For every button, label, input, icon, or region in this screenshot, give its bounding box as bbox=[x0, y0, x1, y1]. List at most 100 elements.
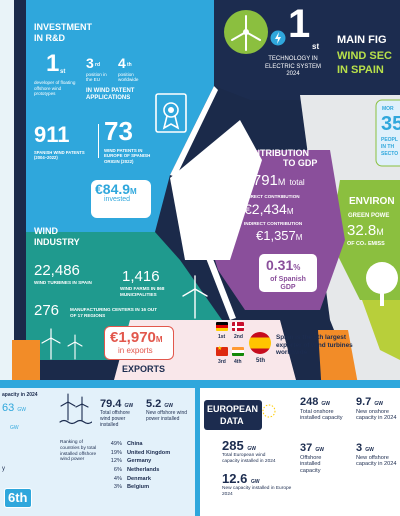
people-caption-l3: SECTO bbox=[381, 151, 399, 157]
contribution-indirect-value: €1,357 bbox=[256, 228, 296, 243]
invested-gdp: 3.49% of GDP bbox=[95, 208, 135, 214]
offshore-left-unit2: GW bbox=[10, 425, 19, 431]
offshore-left-caption: apacity in 2024 bbox=[2, 392, 38, 398]
gdp-share-label: of Spanish GDP bbox=[270, 276, 306, 291]
export-rank-3: 3rd bbox=[218, 359, 226, 365]
exports-value: €1,970M bbox=[110, 330, 163, 345]
investment-first-caption: developer of floating offshore wind prot… bbox=[34, 80, 76, 96]
exports-label: EXPORTS bbox=[122, 364, 166, 374]
environment-green-label: GREEN POWE bbox=[348, 213, 390, 219]
investment-patents-caption: SPANISH WIND PATENTS (2004–2022) bbox=[34, 150, 85, 161]
country-pct: 12% bbox=[110, 458, 122, 465]
turbine-icon bbox=[180, 275, 210, 319]
industry-title-line1: WIND bbox=[34, 226, 58, 236]
industry-centers-num: 276 bbox=[34, 302, 60, 319]
country-row: 12% Germany bbox=[100, 457, 190, 466]
offshore-left-val1-unit: GW bbox=[17, 407, 26, 413]
environment-co2-value: 32.8 bbox=[347, 222, 377, 239]
exports-amount: €1,970 bbox=[110, 329, 156, 346]
rank-badge bbox=[4, 488, 32, 508]
invested-badge bbox=[91, 180, 151, 218]
export-rank-2: 2nd bbox=[234, 334, 243, 340]
contribution-title-line2: TO GDP bbox=[283, 158, 318, 168]
people-label-top: MOR bbox=[382, 106, 394, 112]
people-caption-l2: IN TH bbox=[381, 144, 395, 150]
investment-fourth-suffix: th bbox=[127, 62, 132, 68]
denmark-flag-icon bbox=[232, 322, 244, 331]
offshore-left-val1-number: 63 bbox=[2, 402, 15, 414]
invested-value: €84.9M bbox=[95, 182, 137, 196]
patent-certificate-icon bbox=[150, 90, 194, 140]
country-name: China bbox=[127, 441, 143, 448]
investment-third-num: 3 bbox=[86, 55, 94, 71]
onshore-new-value: 9.7 bbox=[356, 396, 372, 408]
denmark-cross-h bbox=[232, 325, 244, 328]
investment-third-suffix: rd bbox=[95, 62, 100, 68]
country-name: Denmark bbox=[127, 475, 151, 482]
offshore-left-tail: y bbox=[2, 466, 5, 472]
offshore-total-unit: GW bbox=[124, 403, 134, 409]
industry-turbines-caption: WIND TURBINES IN SPAIN bbox=[34, 280, 92, 285]
offshore-turbine-icon bbox=[58, 392, 92, 426]
china-star-icon: ★ bbox=[217, 346, 223, 352]
contribution-total-value: €3,791 bbox=[232, 172, 278, 189]
people-caption-l1: PEOPL bbox=[381, 137, 398, 143]
spain-exporter-text: Spain is the 5th largest exporter of win… bbox=[276, 334, 353, 357]
invested-amount: €84.9 bbox=[95, 181, 131, 197]
header-rank-caption: TECHNOLOGY IN ELECTRIC SYSTEM 2024 bbox=[264, 56, 321, 77]
contribution-direct-label: DIRECT CONTRIBUTION bbox=[246, 194, 300, 199]
contribution-direct-value: €2,434 bbox=[244, 201, 287, 217]
contribution-direct-unit: M bbox=[286, 207, 294, 216]
header-rank-number: 1 bbox=[288, 2, 311, 46]
investment-title-line2: IN R&D bbox=[34, 33, 65, 43]
offshore-new: 5.2 GW bbox=[146, 398, 173, 410]
industry-farms-caption: WIND FARMS IN 868 MUNICIPALITIES bbox=[120, 286, 165, 297]
offshore-ranking-caption: Ranking of countries by total installed … bbox=[60, 440, 97, 463]
investment-fourth-caption: position worldwide bbox=[118, 72, 139, 83]
contribution-indirect-unit: M bbox=[295, 233, 303, 242]
china-flag-icon: ★ bbox=[216, 346, 228, 356]
country-name: United Kingdom bbox=[127, 449, 171, 456]
invested-label: invested bbox=[104, 196, 131, 203]
offshore-eu-new-unit: GW bbox=[365, 447, 374, 453]
european-title-line1: EUROPEAN bbox=[207, 404, 259, 414]
investment-third-caption: position in the EU bbox=[86, 72, 107, 83]
european-title-badge bbox=[204, 400, 262, 430]
onshore-total-caption: Total onshore installed capacity bbox=[300, 409, 343, 422]
contribution-total-unit: M bbox=[277, 177, 286, 187]
gdp-share: 0.31% bbox=[266, 258, 300, 272]
tree-icon bbox=[360, 258, 400, 308]
european-new-value: 12.6 bbox=[222, 471, 248, 486]
industry-title-line2: INDUSTRY bbox=[34, 237, 80, 247]
european-installed-value: 285 bbox=[222, 438, 244, 453]
offshore-eu-total-caption: Offshore installed capacity bbox=[300, 455, 322, 474]
onshore-new: 9.7 GW bbox=[356, 396, 383, 408]
country-row: 3% Belgium bbox=[100, 483, 190, 492]
offshore-countries-list: 49% China 19% United Kingdom 12% Germany… bbox=[100, 440, 190, 492]
header-title-line1: MAIN FIG bbox=[337, 34, 387, 46]
germany-flag-icon bbox=[216, 322, 228, 331]
environment-co2-unit: M bbox=[376, 227, 384, 237]
exports-unit: M bbox=[155, 335, 163, 344]
european-installed-caption: Total European wind capacity installed i… bbox=[222, 453, 276, 464]
contribution-total-label: total bbox=[289, 178, 305, 187]
industry-farms-num: 1,416 bbox=[122, 268, 160, 285]
country-row: 49% China bbox=[100, 440, 190, 449]
invested-unit: M bbox=[130, 187, 137, 196]
industry-turbines-num: 22,486 bbox=[34, 262, 80, 279]
investment-first-num: 1 bbox=[46, 50, 60, 77]
european-title-line2: DATA bbox=[220, 416, 244, 426]
header-title-line2: WIND SEC bbox=[337, 50, 392, 62]
gdp-share-badge bbox=[258, 253, 318, 293]
eu-star-icon bbox=[262, 404, 276, 418]
offshore-new-value: 5.2 bbox=[146, 398, 162, 410]
european-new: 12.6 GW bbox=[222, 471, 260, 486]
european-installed-unit: GW bbox=[247, 446, 256, 452]
onshore-total: 248 GW bbox=[300, 396, 330, 408]
spain-flag-icon bbox=[249, 332, 271, 354]
onshore-total-unit: GW bbox=[321, 401, 331, 407]
onshore-new-caption: New onshore capacity in 2024 bbox=[356, 409, 397, 422]
investment-patents-num: 911 bbox=[34, 122, 70, 147]
country-row: 6% Netherlands bbox=[100, 466, 190, 475]
exports-caption: in exports bbox=[118, 346, 153, 355]
